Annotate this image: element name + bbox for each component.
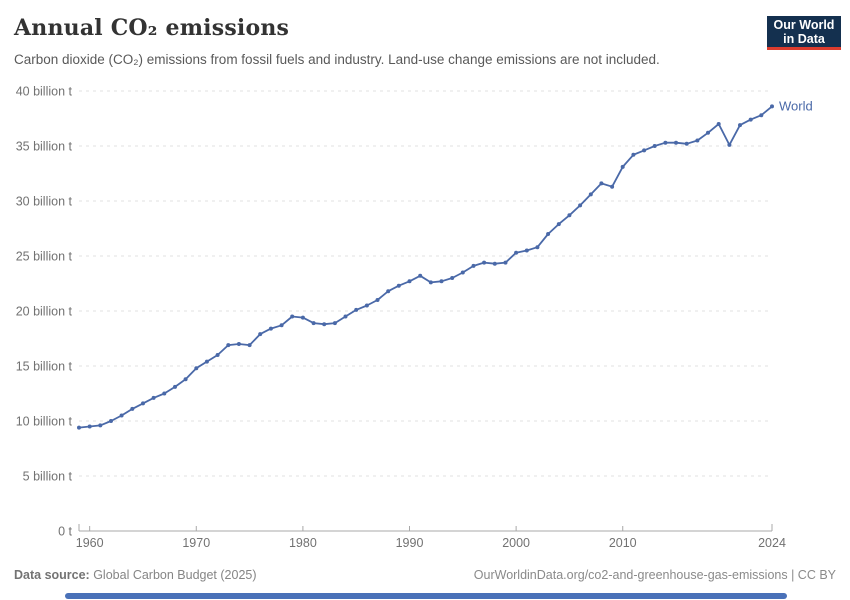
data-point: [428, 280, 433, 285]
y-axis-label: 35 billion t: [16, 140, 73, 154]
data-point: [332, 321, 337, 326]
data-point: [770, 104, 774, 109]
world-emissions-line: [78, 105, 773, 429]
data-point: [460, 270, 465, 275]
data-point: [620, 164, 625, 169]
data-point: [119, 413, 124, 418]
data-point: [599, 181, 604, 186]
y-axis-label: 40 billion t: [16, 85, 73, 99]
timeline-slider[interactable]: [65, 593, 787, 599]
chart-footer: Data source: Global Carbon Budget (2025)…: [14, 568, 836, 582]
y-axis-label: 20 billion t: [16, 305, 73, 319]
y-axis-label: 5 billion t: [23, 470, 73, 484]
data-point: [514, 250, 519, 255]
data-point: [204, 359, 209, 364]
x-axis-label: 2000: [502, 536, 530, 550]
data-source: Data source: Global Carbon Budget (2025): [14, 568, 257, 582]
data-point: [322, 322, 327, 327]
data-point: [450, 276, 455, 280]
data-point: [471, 263, 476, 268]
data-point: [98, 423, 103, 428]
data-point: [183, 377, 188, 382]
chart-subtitle: Carbon dioxide (CO₂) emissions from foss…: [14, 52, 660, 67]
data-point: [386, 289, 391, 294]
data-point: [236, 342, 241, 346]
data-point: [546, 232, 551, 236]
x-axis-label: 1960: [76, 536, 104, 550]
x-axis-label: 2024: [758, 536, 786, 550]
y-axis-label: 15 billion t: [16, 360, 73, 374]
data-point: [642, 148, 647, 153]
data-point: [674, 140, 678, 145]
data-point: [151, 395, 156, 400]
data-point: [567, 213, 572, 218]
y-axis-label: 25 billion t: [16, 250, 73, 264]
owid-logo[interactable]: Our World in Data: [767, 16, 841, 50]
data-point: [215, 353, 220, 357]
data-point: [706, 130, 710, 135]
data-point: [482, 260, 487, 265]
data-point: [578, 203, 583, 208]
data-point: [290, 314, 295, 319]
y-axis-label: 0 t: [58, 525, 72, 539]
data-point: [663, 140, 668, 145]
owid-logo-line2: in Data: [783, 31, 825, 46]
data-point: [396, 283, 401, 288]
x-axis-label: 1990: [396, 536, 424, 550]
data-point: [684, 141, 689, 146]
data-point: [87, 424, 92, 429]
credit-link[interactable]: OurWorldinData.org/co2-and-greenhouse-ga…: [473, 568, 836, 582]
data-point: [748, 117, 753, 122]
x-axis-label: 1970: [182, 536, 210, 550]
data-point: [492, 261, 497, 266]
data-point: [109, 419, 113, 423]
data-point: [535, 245, 540, 250]
data-point: [652, 144, 657, 148]
data-point: [141, 401, 145, 406]
data-point: [407, 279, 412, 284]
data-point: [77, 425, 81, 430]
data-point: [727, 142, 732, 147]
data-point: [194, 366, 199, 371]
x-axis-label: 2010: [609, 536, 637, 550]
data-point: [759, 113, 764, 118]
y-axis-label: 10 billion t: [16, 415, 73, 429]
y-axis-label: 30 billion t: [16, 195, 73, 209]
data-point: [162, 391, 167, 396]
series-label-world: World: [779, 98, 813, 113]
data-point: [364, 303, 369, 308]
x-axis-label: 1980: [289, 536, 317, 550]
data-source-label: Data source:: [14, 568, 90, 582]
data-point: [588, 192, 593, 197]
data-point: [375, 298, 380, 302]
data-point: [300, 315, 305, 320]
data-point: [173, 384, 177, 389]
chart-title: Annual CO₂ emissions: [14, 15, 290, 41]
data-point: [695, 138, 700, 143]
data-point: [524, 248, 529, 253]
data-point: [279, 323, 284, 328]
data-point: [354, 307, 359, 312]
data-point: [268, 326, 273, 331]
data-point: [247, 343, 252, 348]
data-point: [418, 273, 423, 278]
data-point: [631, 152, 636, 157]
data-point: [556, 222, 561, 227]
data-point: [738, 123, 742, 128]
owid-logo-line1: Our World: [773, 17, 835, 32]
data-point: [258, 332, 263, 337]
emissions-line-chart: 0 t 5 billion t 10 billion t 15 billion t 20…: [16, 85, 813, 551]
data-point: [439, 279, 444, 284]
data-point: [130, 406, 135, 411]
data-point: [226, 343, 231, 348]
data-point: [610, 184, 615, 189]
data-point: [716, 122, 721, 126]
data-source-value: Global Carbon Budget (2025): [89, 568, 257, 582]
data-point: [503, 260, 508, 265]
data-point: [343, 314, 348, 319]
data-point: [311, 321, 316, 326]
